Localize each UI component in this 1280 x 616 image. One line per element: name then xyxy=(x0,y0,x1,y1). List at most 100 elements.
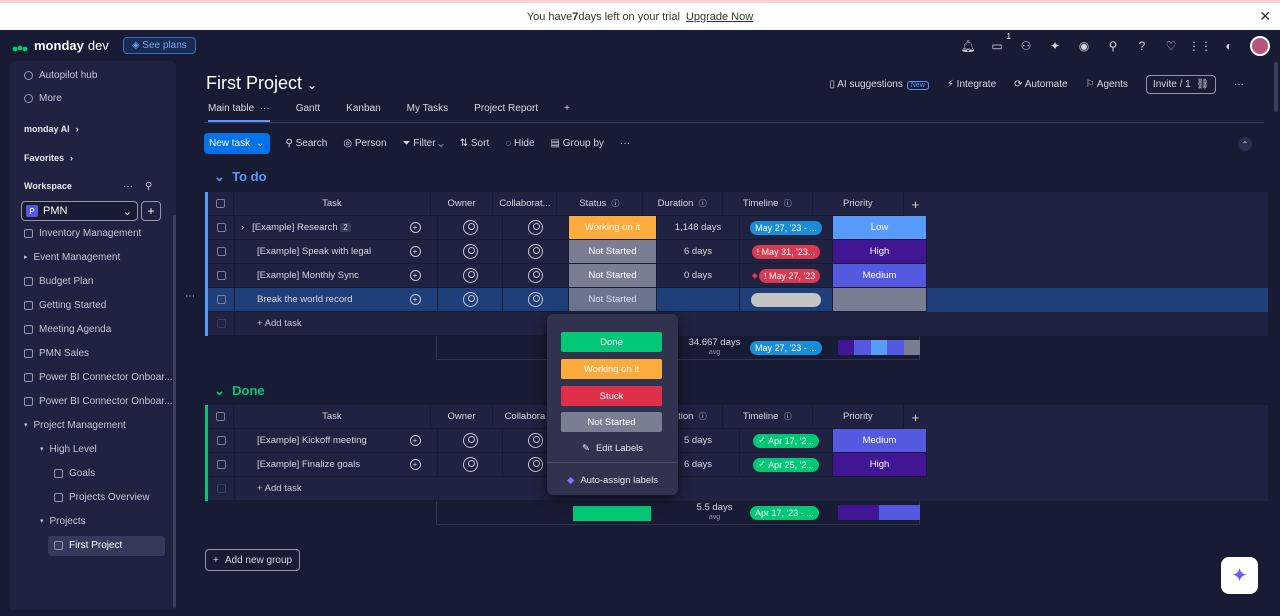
add-item-button[interactable]: + xyxy=(141,201,161,221)
timeline-pill[interactable]: May 27, '23 - ... xyxy=(750,220,822,235)
task-name[interactable]: [Example] Speak with legal xyxy=(257,246,372,257)
workspace-more-icon[interactable]: ··· xyxy=(123,180,133,192)
table-row[interactable]: [Example] Monthly Sync + Not Started 0 d… xyxy=(208,264,927,288)
row-checkbox[interactable] xyxy=(216,460,226,469)
sort-button[interactable]: ⇅ Sort xyxy=(459,138,490,149)
main-scrollbar[interactable] xyxy=(1274,62,1278,112)
sidebar-item-board[interactable]: PMN Sales xyxy=(24,345,89,361)
collapse-header-icon[interactable]: ⌃ xyxy=(1238,137,1252,151)
sidebar-item-doc[interactable]: Meeting Agenda xyxy=(24,321,111,337)
person-filter-button[interactable]: ◎ Person xyxy=(343,138,387,149)
status-cell[interactable]: Working on it xyxy=(569,216,657,240)
timeline-pill[interactable]: ✓ Apr 25, '2... xyxy=(753,457,819,472)
owner-avatar-icon[interactable] xyxy=(462,292,478,307)
ai-assistant-button[interactable]: ✦ xyxy=(1221,557,1258,594)
auto-assign-labels-button[interactable]: ◆ Auto-assign labels xyxy=(547,472,678,488)
tab-kanban[interactable]: Kanban xyxy=(346,103,381,114)
upgrade-link[interactable]: Upgrade Now xyxy=(685,10,754,23)
column-header-owner[interactable]: Owner xyxy=(430,192,494,216)
hide-button[interactable]: ◌ Hide xyxy=(505,138,535,149)
sidebar-item-board[interactable]: Power BI Connector Onboar... xyxy=(24,393,172,409)
integrate-button[interactable]: ⚡︎ Integrate xyxy=(946,79,997,90)
close-banner-icon[interactable]: ✕ xyxy=(1259,8,1271,24)
chevron-down-icon[interactable]: ⌄ xyxy=(256,138,265,149)
priority-cell[interactable]: Medium xyxy=(833,429,927,453)
collaborator-avatar-icon[interactable] xyxy=(528,268,543,283)
table-row[interactable]: [Example] Kickoff meeting + 5 days ✓ Apr… xyxy=(208,429,927,453)
add-update-icon[interactable]: + xyxy=(409,294,421,305)
add-update-icon[interactable]: + xyxy=(409,435,421,446)
status-option-not-started[interactable]: Not Started xyxy=(561,412,662,432)
heart-icon[interactable]: ♡ xyxy=(1165,39,1177,53)
priority-cell[interactable]: Low xyxy=(833,216,927,240)
sidebar-item-board[interactable]: Power BI Connector Onboar... xyxy=(24,369,172,385)
task-name[interactable]: [Example] Monthly Sync xyxy=(257,270,359,281)
timeline-pill[interactable]: ✓ Apr 17, '2... xyxy=(753,433,819,448)
column-header-timeline[interactable]: Timeline ⓘ xyxy=(722,405,813,429)
column-header-status[interactable]: Status ⓘ xyxy=(557,192,643,216)
priority-cell[interactable] xyxy=(833,288,927,312)
task-name[interactable]: [Example] Research xyxy=(252,222,338,233)
add-column-icon[interactable]: + xyxy=(911,409,920,425)
add-update-icon[interactable]: + xyxy=(409,222,421,233)
sidebar-item-board[interactable]: Inventory Management xyxy=(24,225,141,241)
apps-icon[interactable]: ✦ xyxy=(1049,39,1061,53)
agents-button[interactable]: ⚐ Agents xyxy=(1085,79,1128,90)
collaborator-avatar-icon[interactable] xyxy=(528,457,543,472)
column-header-task[interactable]: Task xyxy=(234,405,431,429)
sidebar-item-board[interactable]: Budget Plan xyxy=(24,273,94,289)
task-name[interactable]: [Example] Finalize goals xyxy=(257,459,360,470)
search-icon[interactable]: ⚲ xyxy=(1108,39,1118,53)
task-name[interactable]: Break the world record xyxy=(257,294,353,305)
column-header-owner[interactable]: Owner xyxy=(430,405,494,429)
owner-avatar-icon[interactable] xyxy=(462,433,478,448)
table-row[interactable]: › [Example] Research 2 + Working on it 1… xyxy=(208,216,927,240)
add-new-group-button[interactable]: + Add new group xyxy=(205,549,301,571)
select-all-checkbox[interactable] xyxy=(216,412,226,421)
add-update-icon[interactable]: + xyxy=(409,270,421,281)
bell-icon[interactable]: 🔔︎ xyxy=(960,39,976,53)
sidebar-item-folder[interactable]: ▾ High Level xyxy=(40,441,97,457)
workspace-search-icon[interactable]: ⚲ xyxy=(145,180,153,192)
add-task-row[interactable]: + Add task xyxy=(208,477,927,501)
select-all-checkbox[interactable] xyxy=(216,199,226,208)
sidebar-item-first-project[interactable]: First Project xyxy=(54,537,122,553)
status-cell[interactable]: Not Started xyxy=(569,240,657,264)
status-option-stuck[interactable]: Stuck xyxy=(561,386,662,406)
monday-apps-icon[interactable]: ◐ xyxy=(1225,39,1233,53)
column-header-timeline[interactable]: Timeline ⓘ xyxy=(722,192,813,216)
add-column-icon[interactable]: + xyxy=(911,196,920,212)
more-toolbar-icon[interactable]: ··· xyxy=(619,138,630,149)
priority-cell[interactable]: High xyxy=(833,453,927,477)
tab-gantt[interactable]: Gantt xyxy=(295,103,321,114)
add-view-icon[interactable]: + xyxy=(564,103,570,114)
timeline-pill[interactable]: ! May 27, '23 xyxy=(758,268,821,283)
sidebar-item-folder[interactable]: ▾ Project Management xyxy=(24,417,126,433)
owner-avatar-icon[interactable] xyxy=(462,268,478,283)
priority-cell[interactable]: High xyxy=(833,240,927,264)
priority-cell[interactable]: Medium xyxy=(833,264,927,288)
column-header-task[interactable]: Task xyxy=(234,192,431,216)
timeline-pill[interactable]: ! May 31, '23... xyxy=(751,244,821,259)
sidebar-item-board[interactable]: Projects Overview xyxy=(54,489,150,505)
owner-avatar-icon[interactable] xyxy=(462,220,478,235)
sidebar-item-autopilot[interactable]: Autopilot hub xyxy=(24,67,97,83)
row-drag-handle-icon[interactable]: ⋯ xyxy=(185,291,195,302)
row-checkbox[interactable] xyxy=(216,223,226,232)
sidebar-scrollbar[interactable] xyxy=(173,215,176,608)
new-task-button[interactable]: New task ⌄ xyxy=(204,133,270,154)
collaborator-avatar-icon[interactable] xyxy=(528,244,543,259)
owner-avatar-icon[interactable] xyxy=(462,244,478,259)
search-button[interactable]: ⚲ Search xyxy=(285,138,328,149)
owner-avatar-icon[interactable] xyxy=(462,457,478,472)
sidebar-item-board[interactable]: Goals xyxy=(54,465,95,481)
sidebar-item-folder[interactable]: ▸ Event Management xyxy=(24,249,120,265)
grid-apps-icon[interactable]: ⋮⋮ xyxy=(1188,39,1212,53)
automate-button[interactable]: ⟳ Automate xyxy=(1014,79,1068,90)
row-checkbox[interactable] xyxy=(216,247,226,256)
page-title[interactable]: First Project ⌄ xyxy=(206,73,317,94)
add-update-icon[interactable]: + xyxy=(409,246,421,257)
collaborator-avatar-icon[interactable] xyxy=(528,433,543,448)
group-by-button[interactable]: ▤ Group by xyxy=(550,138,604,149)
see-plans-button[interactable]: ◈ See plans xyxy=(122,37,196,54)
